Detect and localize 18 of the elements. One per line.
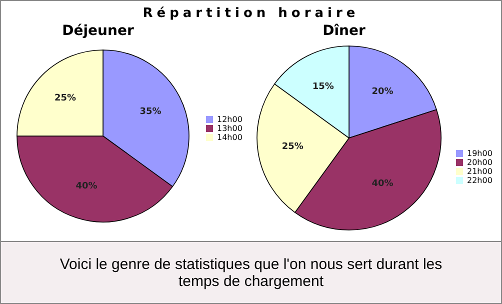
chart-subtitle: Déjeuner [61,23,135,39]
data-label: 15% [312,82,334,92]
data-label: 25% [282,142,304,152]
legend-label: 21h00 [467,167,492,176]
chart-title: Dîner [322,23,366,39]
data-label: 40% [76,182,98,192]
legend-label: 22h00 [467,176,492,185]
data-label: 40% [372,179,394,190]
legend-label: 14h00 [217,133,242,142]
data-label: 35% [140,106,162,117]
legend-label: 19h00 [467,149,492,158]
legend-label: 13h00 [217,124,242,133]
data-label: 25% [54,93,76,104]
chart-title: Répartition horaire [142,6,360,21]
data-label: 20% [372,86,394,97]
legend-label: 12h00 [217,115,242,124]
legend-label: 20h00 [467,158,492,167]
text: Voici le genre de statistiques que l'on nous sert durant les temps de chargement [58,256,444,290]
